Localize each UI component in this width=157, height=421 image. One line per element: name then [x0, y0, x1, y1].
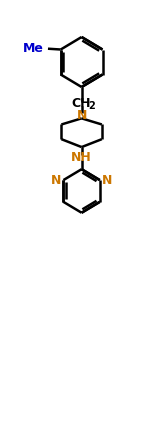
Text: NH: NH	[71, 151, 92, 164]
Text: N: N	[76, 109, 87, 122]
Text: 2: 2	[88, 101, 95, 111]
Text: N: N	[51, 173, 62, 187]
Text: N: N	[102, 173, 112, 187]
Text: CH: CH	[71, 98, 91, 110]
Text: Me: Me	[23, 42, 44, 55]
